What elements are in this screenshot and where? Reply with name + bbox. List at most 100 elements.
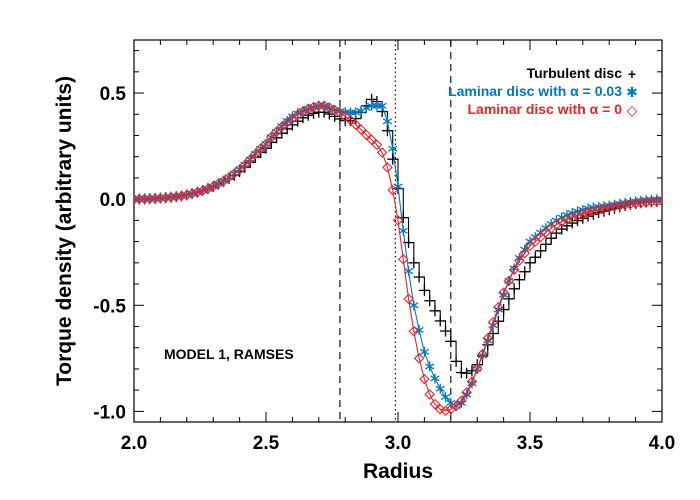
series-marker — [334, 107, 346, 119]
y-tick-labels: -1.0 -0.5 0.0 0.5 — [93, 84, 126, 423]
series-marker — [603, 202, 615, 213]
series-marker — [498, 287, 509, 298]
x-tick-label: 2.5 — [253, 433, 280, 454]
series-marker — [176, 190, 187, 202]
series-marker — [355, 124, 367, 135]
series-marker — [413, 353, 425, 364]
series-marker — [535, 231, 546, 243]
series-marker — [202, 183, 214, 195]
series-marker — [381, 125, 393, 137]
series-marker — [503, 293, 515, 305]
reference-lines — [339, 40, 452, 422]
series-marker — [429, 398, 441, 410]
x-tick-label: 2.0 — [121, 433, 147, 454]
series-marker — [351, 107, 361, 118]
series-marker — [139, 193, 150, 205]
series-marker — [350, 119, 362, 130]
series-marker — [519, 266, 531, 278]
series-marker — [324, 102, 335, 113]
series-marker — [429, 305, 441, 317]
series-marker — [656, 196, 662, 207]
series-marker — [155, 192, 166, 204]
series-marker — [503, 275, 515, 287]
series-marker — [461, 387, 472, 398]
axis-ticks — [133, 40, 663, 422]
series-layer — [134, 93, 662, 417]
series-3 — [134, 100, 662, 417]
x-tick-label: 4.0 — [649, 433, 675, 454]
series-marker — [514, 255, 525, 266]
series-marker — [419, 346, 430, 357]
series-marker — [371, 139, 383, 151]
series-marker — [477, 348, 488, 360]
series-marker — [366, 134, 377, 146]
x-tick-labels: 2.0 2.5 3.0 3.5 4.0 — [121, 433, 675, 454]
series-marker — [165, 191, 177, 203]
series-marker — [461, 367, 473, 379]
series-2 — [134, 100, 662, 411]
series-marker — [403, 266, 414, 277]
series-marker — [425, 361, 435, 372]
series-marker — [519, 247, 530, 259]
series-marker — [482, 333, 494, 344]
series-marker — [430, 373, 440, 384]
legend: Turbulent disc + Laminar disc with α = 0.0… — [448, 65, 638, 118]
series-line — [134, 105, 662, 412]
series-marker — [376, 147, 388, 158]
series-marker — [434, 315, 446, 327]
series-marker — [144, 193, 156, 205]
series-marker — [308, 101, 319, 113]
series-marker — [440, 405, 451, 417]
series-marker — [398, 253, 409, 265]
series-marker — [598, 203, 610, 215]
series-marker — [207, 181, 219, 192]
series-marker — [377, 100, 387, 111]
legend-label: Turbulent disc — [527, 65, 623, 81]
series-marker — [181, 189, 193, 201]
series-marker — [413, 271, 425, 283]
series-1 — [134, 93, 662, 379]
series-marker — [646, 196, 657, 208]
series-marker — [493, 301, 504, 313]
series-marker — [302, 103, 314, 115]
x-axis-title: Radius — [363, 460, 433, 483]
series-marker — [345, 114, 356, 126]
series-marker — [619, 199, 631, 211]
series-marker — [609, 201, 620, 212]
series-marker — [640, 197, 652, 208]
series-marker — [160, 192, 171, 203]
series-marker — [456, 395, 467, 407]
y-tick-label: -1.0 — [93, 402, 126, 423]
series-marker — [255, 143, 266, 154]
series-marker — [318, 100, 330, 112]
series-marker — [408, 257, 420, 269]
series-marker — [186, 188, 198, 199]
series-marker — [192, 187, 203, 198]
series-marker — [409, 300, 419, 311]
y-tick-label: 0.5 — [100, 84, 127, 105]
series-marker — [170, 191, 182, 202]
series-marker — [414, 324, 424, 335]
legend-marker: + — [628, 66, 636, 82]
series-marker — [419, 373, 430, 385]
series-marker — [361, 102, 371, 113]
series-marker — [545, 232, 557, 244]
y-tick-label: 0.0 — [100, 190, 126, 211]
series-marker — [651, 196, 662, 207]
series-marker — [388, 143, 398, 154]
series-marker — [524, 257, 536, 269]
series-marker — [239, 159, 251, 171]
series-marker — [471, 363, 483, 374]
series-marker — [398, 225, 408, 236]
series-marker — [582, 207, 594, 218]
series-marker — [556, 216, 567, 228]
series-marker — [561, 220, 573, 232]
series-marker — [408, 325, 420, 337]
series-marker — [403, 293, 414, 305]
series-marker — [266, 131, 277, 143]
series-marker — [339, 111, 351, 122]
series-marker — [392, 215, 404, 226]
series-marker — [529, 251, 541, 263]
series-marker — [450, 355, 462, 367]
series-marker — [614, 200, 626, 211]
